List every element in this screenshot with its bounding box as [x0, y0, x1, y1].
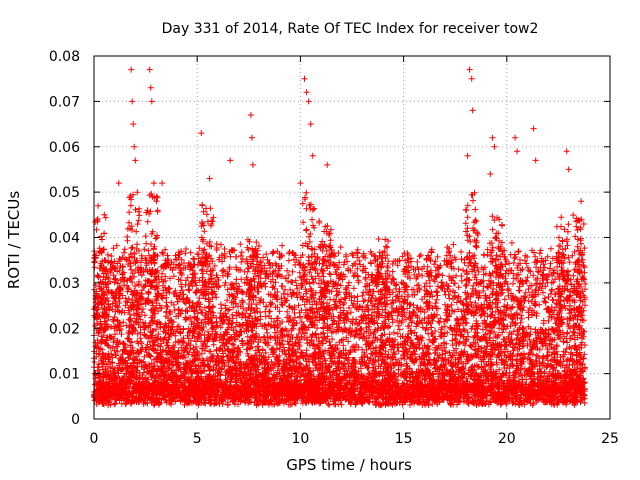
grid-lines: [94, 56, 610, 419]
data-series-roti: [91, 66, 589, 409]
x-tick-label: 10: [291, 431, 309, 447]
y-axis-title: ROTI / TECUs: [5, 191, 23, 289]
x-tick-label: 25: [601, 431, 619, 447]
y-tick-label: 0.05: [49, 185, 80, 201]
y-tick-label: 0.06: [49, 140, 80, 156]
x-tick-label: 5: [193, 431, 202, 447]
data-points: [91, 66, 589, 409]
x-tick-label: 0: [90, 431, 99, 447]
y-tick-label: 0.02: [49, 321, 80, 337]
chart-title: Day 331 of 2014, Rate Of TEC Index for r…: [162, 21, 539, 37]
x-tick-label: 20: [498, 431, 516, 447]
y-tick-label: 0.04: [49, 231, 80, 247]
y-tick-label: 0.03: [49, 276, 80, 292]
y-tick-label: 0: [71, 412, 80, 428]
y-tick-label: 0.07: [49, 94, 80, 110]
x-axis-title: GPS time / hours: [286, 456, 412, 474]
y-tick-label: 0.08: [49, 49, 80, 65]
y-tick-label: 0.01: [49, 367, 80, 383]
axis-ticks: 0 5 10 15 20 25 0 0.01 0.02 0.03 0.04 0.05 0.06 0.07 0…: [49, 49, 619, 447]
x-tick-label: 15: [395, 431, 413, 447]
